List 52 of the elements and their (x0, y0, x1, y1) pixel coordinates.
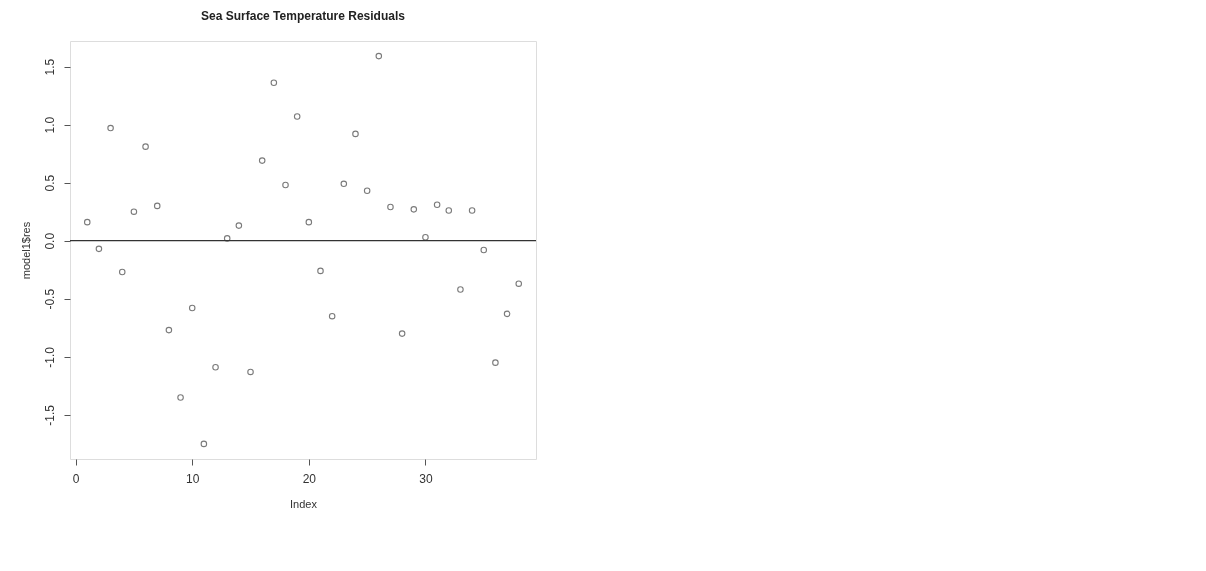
point (95, 245, 103, 253)
chart-title: Sea Surface Temperature Residuals (201, 9, 406, 23)
y-tick-label: -0.5 (42, 288, 57, 310)
point (258, 157, 266, 164)
point (223, 235, 231, 242)
point (118, 268, 126, 276)
point (328, 312, 336, 320)
point (445, 207, 453, 214)
y-tick-label: -1.5 (42, 404, 57, 426)
point (188, 304, 196, 312)
x-axis-title: Index (290, 497, 318, 510)
point (270, 79, 278, 87)
point (492, 359, 499, 366)
point (305, 218, 313, 226)
point (153, 202, 161, 210)
point (247, 368, 254, 376)
y-tick-label: 1.5 (42, 58, 57, 76)
point (83, 218, 91, 226)
point (503, 310, 511, 318)
point (130, 208, 138, 215)
x-tick-label: 20 (302, 471, 317, 486)
y-tick-label: 1.0 (42, 116, 57, 134)
y-axis-title: model1$res (19, 221, 32, 280)
point (142, 143, 149, 150)
point (352, 130, 359, 138)
point (282, 181, 289, 189)
x-tick-label: 0 (72, 471, 80, 486)
point (410, 206, 418, 213)
y-tick-label: 0.0 (42, 232, 57, 250)
y-tick-label: 0.5 (42, 174, 57, 192)
point (212, 363, 219, 371)
point (422, 233, 429, 241)
point (433, 201, 441, 208)
x-tick-label: 30 (419, 471, 433, 486)
point (515, 280, 523, 287)
point (165, 326, 173, 334)
point (375, 52, 383, 60)
point (387, 203, 394, 211)
point (480, 246, 488, 254)
point (398, 330, 406, 337)
point (317, 267, 324, 275)
point (177, 394, 184, 401)
y-tick-label: -1.0 (42, 346, 57, 368)
point (293, 113, 301, 120)
point (235, 222, 243, 229)
point (363, 187, 371, 195)
point (457, 286, 464, 293)
point (200, 440, 208, 448)
point (468, 207, 476, 214)
x-tick-label: 10 (186, 471, 200, 486)
point (107, 124, 114, 132)
point (340, 180, 348, 188)
